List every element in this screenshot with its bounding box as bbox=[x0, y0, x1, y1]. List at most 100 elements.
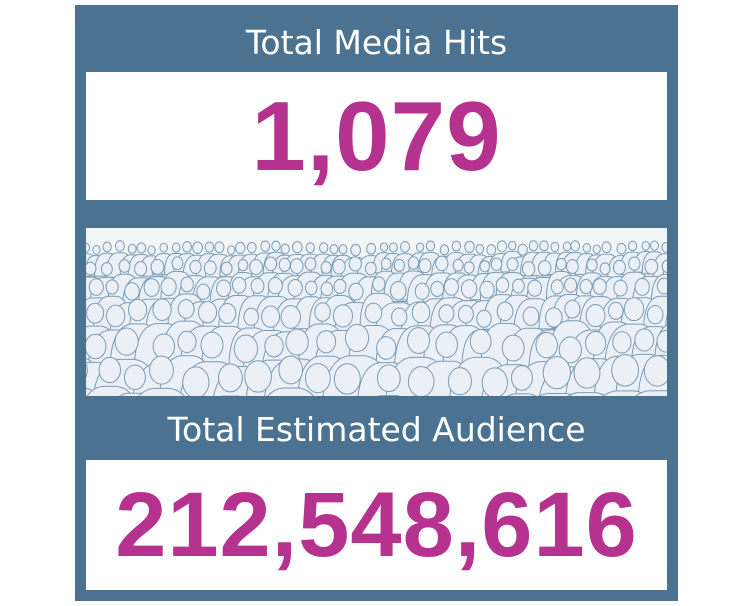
crowd-head bbox=[380, 257, 392, 271]
crowd-head bbox=[314, 302, 331, 322]
crowd-head bbox=[246, 241, 257, 254]
crowd-body bbox=[86, 385, 133, 396]
crowd-head bbox=[237, 259, 249, 272]
crowd-head bbox=[634, 277, 650, 296]
crowd-head bbox=[661, 241, 667, 253]
crowd-head bbox=[393, 258, 405, 272]
crowd-head bbox=[495, 277, 510, 293]
crowd-head bbox=[641, 240, 650, 251]
crowd-head bbox=[457, 304, 474, 324]
crowd-head bbox=[558, 336, 582, 364]
crowd-head bbox=[200, 331, 224, 359]
crowd-head bbox=[123, 364, 146, 391]
crowd-head bbox=[243, 307, 259, 326]
crowd-head bbox=[522, 306, 540, 326]
crowd-head bbox=[389, 242, 398, 253]
crowd-head bbox=[545, 307, 563, 328]
crowd-head bbox=[376, 336, 397, 360]
crowd-head bbox=[628, 256, 641, 271]
crowd-head bbox=[512, 278, 525, 294]
crowd-head bbox=[585, 303, 606, 328]
crowd-head bbox=[344, 323, 370, 353]
crowd-head bbox=[435, 255, 449, 272]
crowd-head bbox=[418, 258, 432, 274]
crowd-head bbox=[460, 279, 478, 299]
crowd-head bbox=[180, 276, 194, 293]
crowd-head bbox=[451, 240, 462, 252]
crowd-head bbox=[278, 355, 304, 385]
crowd-head bbox=[348, 256, 362, 272]
crowd-head bbox=[102, 241, 112, 253]
crowd-head bbox=[608, 301, 624, 320]
crowd-head bbox=[527, 279, 543, 297]
crowd-head bbox=[214, 241, 225, 254]
crowd-head bbox=[264, 334, 284, 358]
crowd-head bbox=[235, 241, 246, 254]
crowd-head bbox=[634, 328, 655, 352]
crowd-head bbox=[134, 261, 148, 277]
crowd-head bbox=[249, 259, 263, 275]
crowd-head bbox=[100, 262, 113, 276]
crowd-head bbox=[376, 364, 401, 393]
crowd-head bbox=[114, 327, 139, 356]
crowd-head bbox=[304, 257, 317, 271]
crowd-head bbox=[216, 279, 232, 298]
crowd-head bbox=[320, 281, 334, 297]
crowd-head bbox=[452, 258, 464, 272]
crowd-head bbox=[147, 245, 156, 256]
crowd-head bbox=[407, 256, 420, 270]
crowd-head bbox=[496, 301, 514, 322]
crowd-head bbox=[542, 356, 571, 390]
crowd-head bbox=[628, 240, 638, 252]
crowd-head bbox=[105, 304, 126, 328]
crowd-head bbox=[623, 297, 645, 322]
crowd-head bbox=[656, 330, 667, 353]
audience-box: 212,548,616 bbox=[86, 460, 667, 590]
crowd-head bbox=[399, 240, 411, 253]
crowd-head bbox=[481, 367, 508, 396]
crowd-head bbox=[92, 245, 101, 255]
crowd-head bbox=[616, 242, 627, 255]
crowd-head bbox=[601, 241, 612, 254]
crowd-head bbox=[304, 280, 318, 296]
crowd-figures bbox=[86, 240, 667, 396]
crowd-head bbox=[287, 279, 303, 297]
crowd-head bbox=[528, 240, 539, 252]
crowd-head bbox=[86, 242, 91, 253]
crowd-head bbox=[564, 299, 581, 319]
crowd-head bbox=[464, 240, 475, 253]
crowd-head bbox=[152, 333, 176, 360]
crowd-head bbox=[319, 242, 329, 254]
crowd-head bbox=[285, 328, 309, 356]
crowd-head bbox=[280, 305, 301, 329]
crowd-head bbox=[192, 241, 203, 254]
crowd-head bbox=[364, 302, 383, 324]
crowd-head bbox=[98, 356, 122, 384]
media-hits-value: 1,079 bbox=[251, 80, 502, 191]
crowd-head bbox=[289, 258, 304, 274]
crowd-head bbox=[592, 278, 607, 295]
crowd-head bbox=[517, 243, 528, 256]
crowd-head bbox=[414, 282, 430, 300]
crowd-head bbox=[182, 366, 210, 396]
crowd-head bbox=[562, 241, 572, 252]
crowd-head bbox=[415, 242, 425, 253]
crowd-head bbox=[233, 334, 259, 363]
crowd-head bbox=[550, 279, 564, 295]
crowd-head bbox=[88, 278, 104, 296]
crowd-head bbox=[411, 301, 431, 324]
crowd-head bbox=[150, 258, 165, 275]
crowd-head bbox=[124, 282, 140, 301]
crowd-head bbox=[644, 258, 659, 275]
crowd-head bbox=[264, 256, 278, 272]
crowd-head bbox=[227, 245, 236, 256]
crowd-head bbox=[128, 298, 148, 322]
crowd-head bbox=[278, 257, 291, 272]
crowd-head bbox=[430, 280, 445, 297]
crowd-head bbox=[372, 276, 386, 292]
crowd-head bbox=[612, 259, 626, 275]
crowd-head bbox=[152, 298, 172, 321]
crowd-head bbox=[463, 261, 475, 274]
crowd-head bbox=[333, 278, 347, 294]
